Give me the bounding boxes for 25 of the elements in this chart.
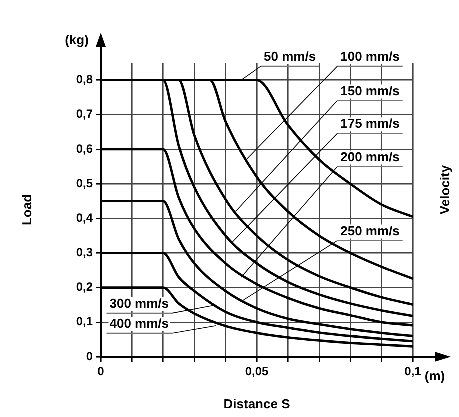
annotation: 400 mm/s <box>110 316 170 332</box>
annotation: 175 mm/s <box>340 116 400 132</box>
y-axis-title: Load <box>20 194 35 226</box>
text: Velocity <box>438 164 453 215</box>
annotation: 150 mm/s <box>340 83 400 98</box>
text: (m) <box>424 368 446 384</box>
y-tick-label: 0,8 <box>76 72 94 87</box>
annotation: 200 mm/s <box>340 149 400 164</box>
annotation: 250 mm/s <box>340 223 400 238</box>
y-tick-label: 0,3 <box>76 246 94 260</box>
annotation: 100 mm/s <box>340 49 400 64</box>
y-tick-label: 0,6 <box>76 142 94 156</box>
y-tick-label: 0 <box>86 349 94 364</box>
text: (kg) <box>65 32 89 48</box>
y-tick-label: 0,1 <box>76 314 94 329</box>
y-tick-label: 0,5 <box>76 176 94 190</box>
y-tick-label: 0,2 <box>76 280 94 294</box>
x-tick-label: 0,1 <box>404 364 422 379</box>
annotation: 300 mm/s <box>110 296 170 312</box>
x-axis-title: Distance S <box>224 396 291 412</box>
y-tick-label: 0,4 <box>76 210 94 225</box>
y-tick-label: 0,7 <box>76 107 94 122</box>
annotation: 50 mm/s <box>264 49 316 64</box>
x-tick-label: 0 <box>98 364 105 379</box>
x-tick-label: 0,05 <box>245 364 269 379</box>
